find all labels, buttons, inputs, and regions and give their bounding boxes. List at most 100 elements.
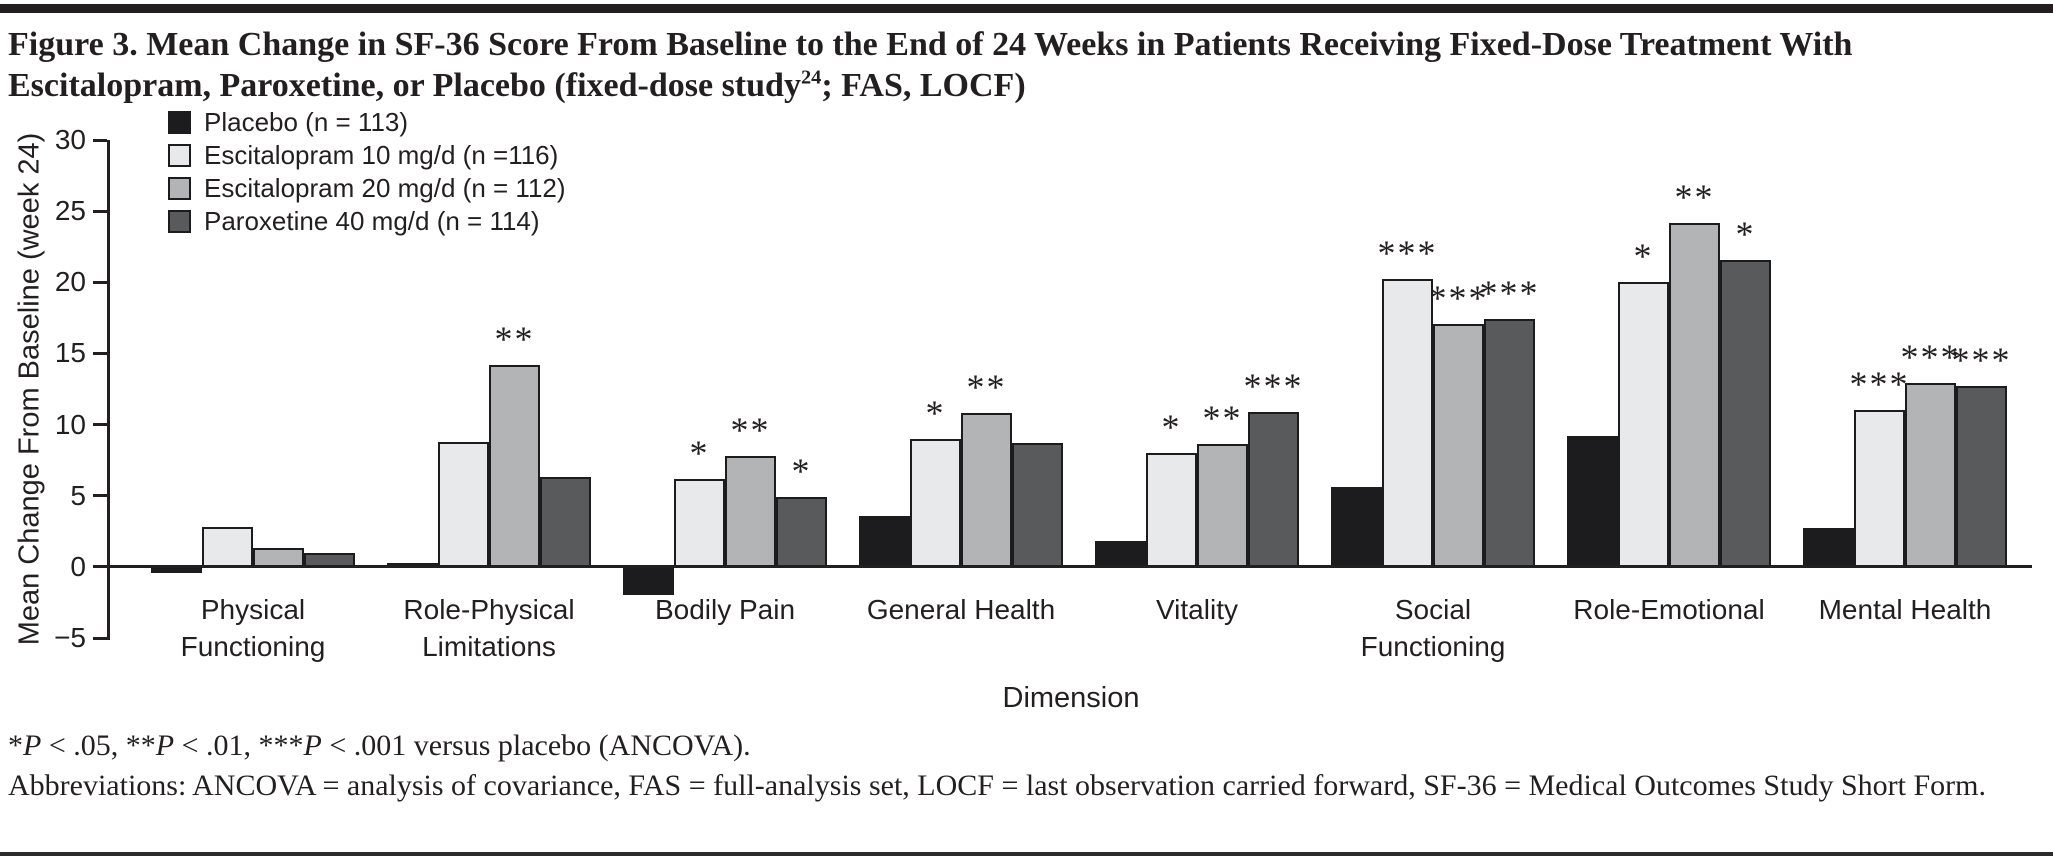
bottom-divider-rule bbox=[0, 852, 2053, 856]
abbreviations-footnote: Abbreviations: ANCOVA = analysis of cova… bbox=[8, 769, 1986, 802]
y-axis-tick bbox=[93, 423, 107, 427]
y-axis-tick-label: 15 bbox=[54, 337, 86, 369]
category-label: Role-Physical Limitations bbox=[403, 593, 575, 662]
significance-marker: ** bbox=[1674, 176, 1715, 217]
significance-marker: ** bbox=[730, 409, 771, 450]
y-axis-tick bbox=[93, 494, 107, 498]
bar bbox=[1854, 410, 1905, 567]
significance-marker: * bbox=[1633, 236, 1654, 277]
significance-marker: * bbox=[925, 392, 946, 433]
figure-title-text: Figure 3. Mean Change in SF-36 Score Fro… bbox=[8, 26, 1853, 105]
bar bbox=[438, 441, 489, 567]
figure-title: Figure 3. Mean Change in SF-36 Score Fro… bbox=[8, 24, 1953, 107]
significance-marker: *** bbox=[1951, 340, 2012, 381]
legend-swatch bbox=[168, 111, 191, 134]
bar bbox=[1146, 453, 1197, 567]
significance-marker: ** bbox=[494, 318, 535, 359]
y-axis-tick-label: 30 bbox=[54, 124, 86, 155]
bar bbox=[1484, 319, 1535, 567]
y-axis-tick-label: 0 bbox=[70, 550, 86, 582]
bar bbox=[859, 515, 910, 567]
significance-marker: ** bbox=[1202, 398, 1243, 439]
legend-item: Placebo (n = 113) bbox=[168, 106, 566, 139]
significance-marker: *** bbox=[1377, 233, 1438, 274]
legend-swatch bbox=[168, 144, 191, 167]
category-label: Social Functioning bbox=[1360, 593, 1506, 662]
legend: Placebo (n = 113) Escitalopram 10 mg/d (n… bbox=[168, 106, 566, 238]
significance-footnote-segment: < .05, ** bbox=[41, 729, 156, 762]
legend-item: Paroxetine 40 mg/d (n = 114) bbox=[168, 205, 566, 238]
bar bbox=[623, 566, 674, 596]
legend-label: Paroxetine 40 mg/d (n = 114) bbox=[204, 206, 540, 236]
significance-marker: * bbox=[791, 451, 812, 492]
bar bbox=[776, 497, 827, 567]
bar bbox=[1803, 528, 1854, 567]
bar bbox=[489, 364, 540, 567]
category-label: Physical Functioning bbox=[180, 593, 326, 662]
bar bbox=[1956, 386, 2007, 567]
significance-marker: * bbox=[1735, 213, 1756, 254]
bar bbox=[1618, 282, 1669, 567]
legend-label: Placebo (n = 113) bbox=[204, 107, 409, 137]
x-axis-baseline bbox=[107, 565, 2032, 569]
y-axis-title: Mean Change From Baseline (week 24) bbox=[13, 132, 46, 646]
significance-marker: ** bbox=[966, 367, 1007, 408]
significance-marker: *** bbox=[1479, 273, 1540, 314]
significance-marker: *** bbox=[1428, 277, 1489, 318]
significance-footnote-segment: P bbox=[155, 729, 175, 762]
bar bbox=[1012, 443, 1063, 567]
bar bbox=[540, 477, 591, 567]
significance-footnote-segment: * bbox=[8, 729, 23, 762]
significance-footnote-segment: P bbox=[303, 729, 322, 762]
y-axis-line bbox=[107, 140, 110, 640]
significance-marker: * bbox=[689, 432, 710, 473]
bar bbox=[202, 527, 253, 567]
bar bbox=[725, 455, 776, 567]
significance-footnote: *P < .05, **P < .01, ***P < .001 versus … bbox=[8, 726, 2043, 766]
bar bbox=[1331, 487, 1382, 567]
significance-marker: *** bbox=[1849, 364, 1910, 405]
bar bbox=[961, 413, 1012, 567]
bar bbox=[1669, 222, 1720, 567]
bar bbox=[1197, 444, 1248, 567]
legend-swatch bbox=[168, 210, 191, 233]
category-label: Vitality bbox=[1156, 593, 1238, 625]
category-label: Bodily Pain bbox=[654, 593, 796, 625]
bar bbox=[1567, 435, 1618, 567]
bar bbox=[674, 478, 725, 567]
figure-title-suffix: ; FAS, LOCF) bbox=[821, 67, 1026, 105]
y-axis-tick bbox=[93, 565, 107, 569]
category-label: Role-Emotional bbox=[1573, 593, 1765, 625]
legend-item: Escitalopram 20 mg/d (n = 112) bbox=[168, 172, 566, 205]
significance-marker: *** bbox=[1900, 337, 1961, 378]
category-label: Mental Health bbox=[1818, 593, 1992, 625]
significance-marker: * bbox=[1161, 407, 1182, 448]
y-axis-tick-label: 5 bbox=[70, 479, 86, 511]
significance-footnote-segment: < .01, *** bbox=[174, 729, 304, 762]
figure-title-reference-superscript: 24 bbox=[800, 67, 822, 90]
figure-footnotes: *P < .05, **P < .01, ***P < .001 versus … bbox=[8, 726, 2043, 806]
bar bbox=[1905, 383, 1956, 567]
y-axis-tick-label: 20 bbox=[54, 266, 86, 298]
y-axis-tick bbox=[93, 351, 107, 355]
bar bbox=[1248, 411, 1299, 567]
bar bbox=[1433, 323, 1484, 567]
bar bbox=[1095, 541, 1146, 567]
y-axis-tick-label: −5 bbox=[54, 622, 86, 653]
y-axis-tick-label: 25 bbox=[54, 195, 86, 227]
significance-footnote-segment: < .001 versus placebo (ANCOVA). bbox=[321, 729, 751, 762]
category-label: General Health bbox=[866, 593, 1056, 625]
bar bbox=[253, 548, 304, 567]
bar bbox=[910, 438, 961, 567]
legend-item: Escitalopram 10 mg/d (n =116) bbox=[168, 139, 566, 172]
legend-label: Escitalopram 10 mg/d (n =116) bbox=[204, 140, 559, 170]
y-axis-tick bbox=[93, 209, 107, 213]
bar bbox=[1382, 279, 1433, 567]
significance-footnote-segment: P bbox=[23, 729, 42, 762]
y-axis-tick bbox=[93, 636, 107, 640]
bar bbox=[1720, 259, 1771, 567]
top-divider-rule bbox=[0, 4, 2053, 13]
y-axis-tick-label: 10 bbox=[54, 408, 86, 440]
